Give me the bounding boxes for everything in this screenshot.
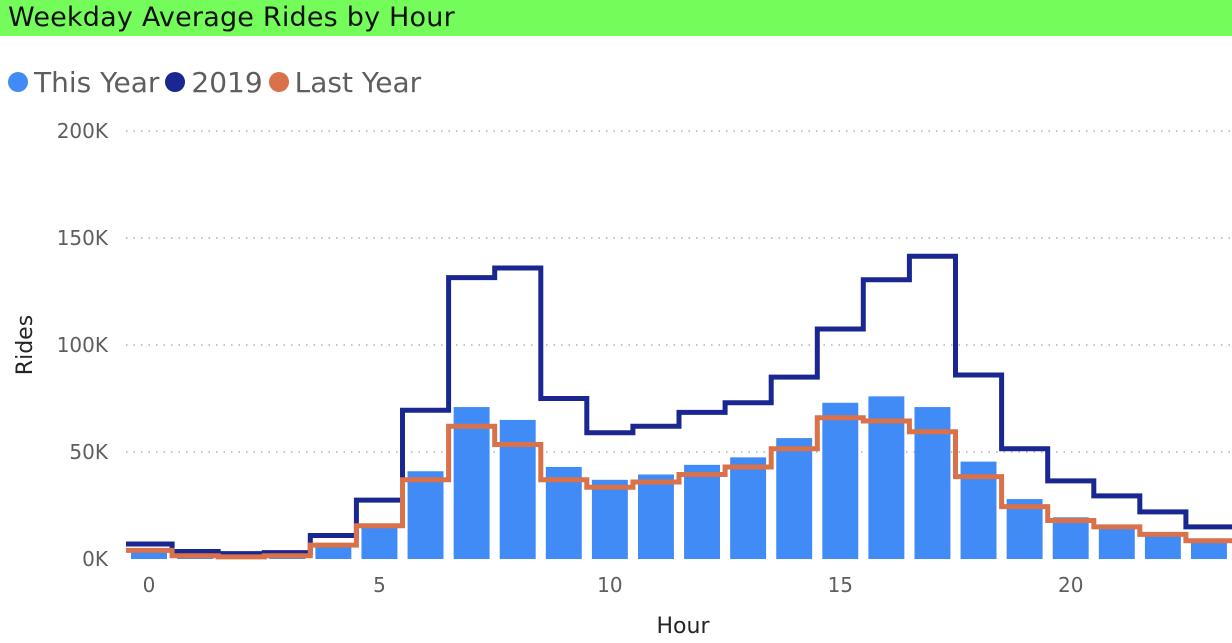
x-tick-label: 20: [1058, 573, 1083, 597]
x-tick-label: 0: [143, 573, 156, 597]
legend: This Year 2019 Last Year: [8, 64, 427, 100]
x-tick-label: 10: [597, 573, 622, 597]
bar: [637, 474, 674, 559]
legend-marker-last-year: [268, 72, 289, 92]
legend-marker-2019: [165, 72, 186, 92]
y-tick-label: 50K: [69, 440, 108, 464]
bar: [776, 438, 813, 559]
y-tick-label: 0K: [82, 547, 109, 571]
x-tick-label: 5: [373, 573, 386, 597]
step-line-2019: [126, 253, 1232, 557]
bar: [361, 524, 398, 559]
y-axis-title: Rides: [13, 315, 38, 375]
y-axis-ticks: 0K 50K 100K 150K 200K: [57, 119, 109, 571]
x-axis-title: Hour: [657, 614, 711, 639]
bar: [1190, 539, 1227, 559]
legend-item-this-year[interactable]: This Year: [8, 66, 159, 99]
legend-item-last-year[interactable]: Last Year: [268, 65, 422, 99]
bar: [822, 402, 859, 559]
bar: [407, 471, 444, 559]
y-tick-label: 100K: [57, 333, 109, 357]
bar: [131, 550, 168, 559]
bar: [1144, 533, 1181, 559]
bar: [684, 464, 721, 559]
legend-label-last-year: Last Year: [294, 65, 422, 99]
step-lines: [126, 253, 1232, 560]
bar: [730, 457, 767, 559]
y-tick-label: 150K: [57, 226, 109, 250]
bar: [545, 466, 582, 559]
x-tick-label: 15: [828, 573, 853, 597]
bar: [1098, 524, 1135, 559]
legend-label-this-year: This Year: [34, 65, 160, 99]
chart-title: Weekday Average Rides by Hour: [8, 2, 455, 33]
bar: [453, 407, 490, 559]
bar: [1052, 517, 1089, 559]
y-tick-label: 200K: [57, 119, 109, 143]
legend-item-2019[interactable]: 2019: [165, 65, 263, 99]
step-line-last-year: [126, 415, 1232, 560]
gridlines: [126, 130, 1232, 453]
x-axis-ticks: 0 5 10 15 20: [143, 573, 1084, 597]
legend-label-2019: 2019: [191, 65, 263, 99]
title-bar: Weekday Average Rides by Hour: [0, 0, 1232, 36]
bar: [499, 419, 536, 559]
bar: [591, 479, 628, 559]
legend-marker-this-year: [8, 72, 28, 92]
